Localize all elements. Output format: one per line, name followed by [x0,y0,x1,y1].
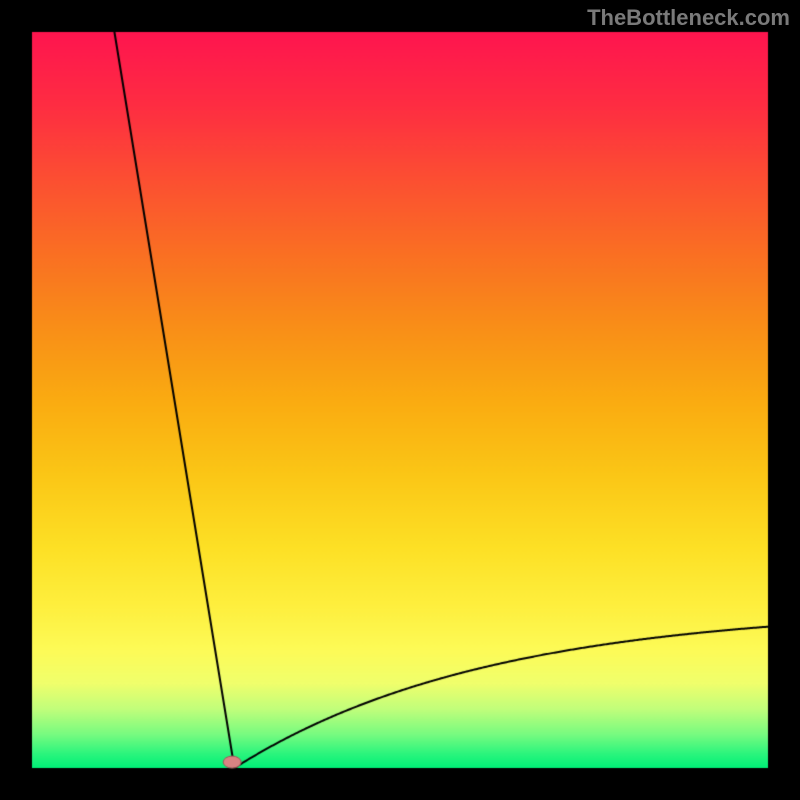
bottleneck-chart-canvas [0,0,800,800]
chart-container: TheBottleneck.com [0,0,800,800]
watermark-label: TheBottleneck.com [587,5,790,31]
